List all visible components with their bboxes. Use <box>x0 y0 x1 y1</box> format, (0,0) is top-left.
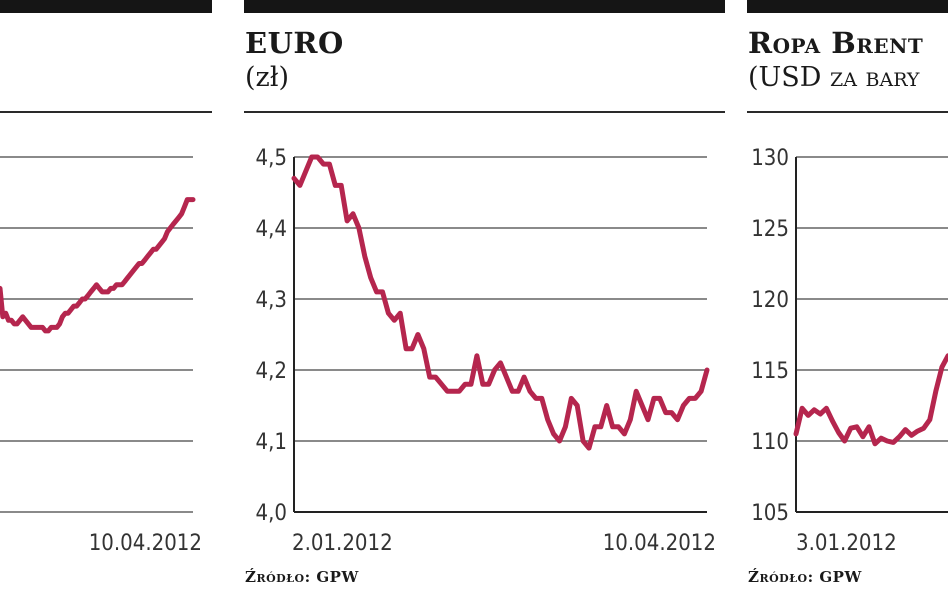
panel-1-title-rule <box>0 111 212 113</box>
panel-2-ytick-label: 4,4 <box>256 217 287 242</box>
panel-3-title: Ropa Brent <box>748 26 924 60</box>
panel-2-ytick-label: 4,1 <box>256 430 287 455</box>
panel-2-header-bar <box>244 0 725 13</box>
panel-2-subtitle: (zł) <box>245 62 290 93</box>
panel-3-header-bar <box>747 0 948 13</box>
panel-2-ytick-label: 4,0 <box>256 501 287 526</box>
panel-2-source: Źródło: GPW <box>245 568 359 586</box>
panel-2-ytick-label: 4,2 <box>256 359 287 384</box>
panel-3-ytick-label: 130 <box>751 146 789 171</box>
panel-3-series-line <box>793 353 948 447</box>
panel-3-x-start-label: 3.01.2012 <box>796 531 897 556</box>
panel-2-title: EURO <box>245 26 344 60</box>
panel-3-title-rule <box>747 111 948 113</box>
panel-2-x-end-label: 10.04.2012 <box>603 531 716 556</box>
panel-3-source: Źródło: GPW <box>748 568 862 586</box>
panel-2-series-line <box>291 154 710 451</box>
panel-3-ytick-label: 105 <box>751 501 789 526</box>
panel-1-header-bar <box>0 0 212 13</box>
panel-1-series-line <box>0 197 196 334</box>
panel-3-ytick-label: 120 <box>751 288 789 313</box>
panel-3-ytick-label: 115 <box>751 359 789 384</box>
panel-2-x-start-label: 2.01.2012 <box>292 531 393 556</box>
panel-1-x-end-label: 10.04.2012 <box>89 531 202 556</box>
panel-3-ytick-label: 125 <box>751 217 789 242</box>
panel-2-ytick-label: 4,3 <box>256 288 287 313</box>
panel-3-subtitle: (USD za bary <box>748 62 920 93</box>
panel-3-ytick-label: 110 <box>751 430 789 455</box>
panel-2-ytick-label: 4,5 <box>256 146 287 171</box>
panel-2-title-rule <box>244 111 725 113</box>
